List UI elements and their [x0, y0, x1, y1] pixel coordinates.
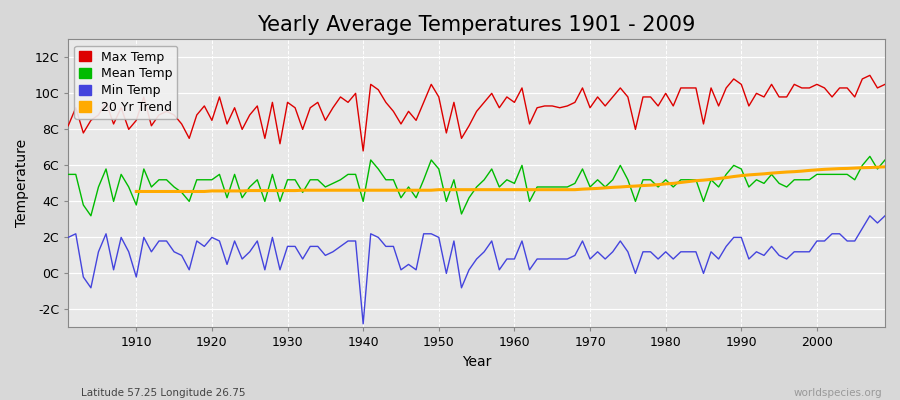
Y-axis label: Temperature: Temperature: [15, 139, 29, 228]
Text: Latitude 57.25 Longitude 26.75: Latitude 57.25 Longitude 26.75: [81, 388, 246, 398]
Title: Yearly Average Temperatures 1901 - 2009: Yearly Average Temperatures 1901 - 2009: [257, 15, 696, 35]
Legend: Max Temp, Mean Temp, Min Temp, 20 Yr Trend: Max Temp, Mean Temp, Min Temp, 20 Yr Tre…: [75, 46, 177, 119]
Text: worldspecies.org: worldspecies.org: [794, 388, 882, 398]
X-axis label: Year: Year: [462, 355, 491, 369]
